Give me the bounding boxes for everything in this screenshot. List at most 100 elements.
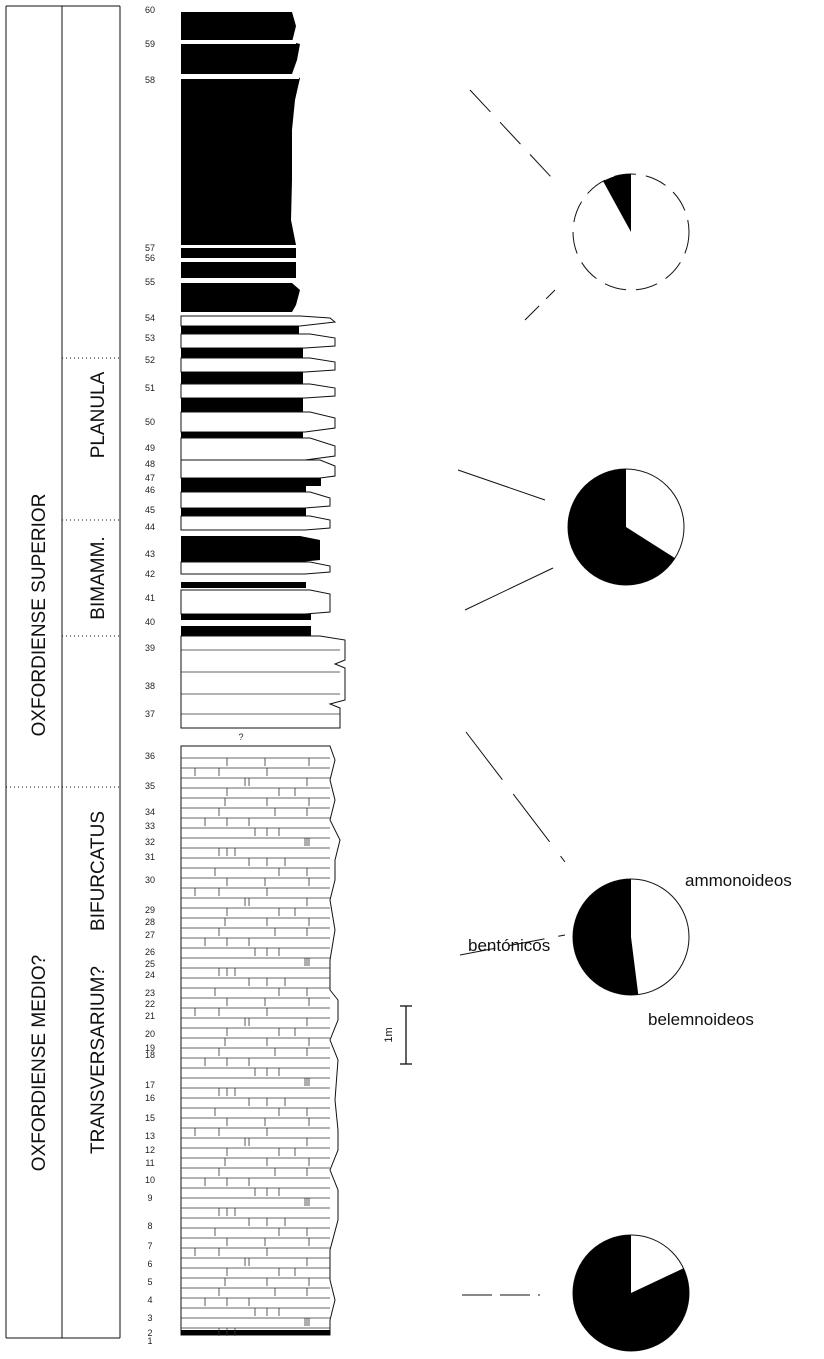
scale-bar-label: 1m (383, 1027, 395, 1042)
marl-bed (181, 626, 311, 636)
uncertain-mark: ? (238, 732, 243, 742)
pie-1-black-slice (603, 174, 631, 232)
base-bed (181, 1330, 330, 1335)
bed-number: 13 (145, 1131, 155, 1141)
bed-number: 45 (145, 505, 155, 515)
bedded-limestone (180, 745, 341, 1336)
marl-bed (181, 582, 306, 588)
limestone-bed (180, 437, 336, 461)
bed-number: 38 (145, 681, 155, 691)
thin-limestone-band (181, 74, 299, 79)
bed-number: 54 (145, 313, 155, 323)
marl-bed (181, 398, 303, 412)
bed-number: 50 (145, 417, 155, 427)
marl-bed (181, 486, 306, 492)
bed-number: 26 (145, 947, 155, 957)
pie-3-black-slice (573, 879, 639, 995)
bed-number: 17 (145, 1080, 155, 1090)
bed-number: 58 (145, 75, 155, 85)
bed-number: 57 (145, 243, 155, 253)
stage-middle-label: OXFORDIENSE MEDIO? (29, 955, 50, 1171)
bed-number: 10 (145, 1175, 155, 1185)
bed-number: 2 (147, 1328, 152, 1338)
bed-number: 4 (147, 1295, 152, 1305)
massive-limestone (180, 635, 346, 729)
zone-transversarium-label: TRANSVERSARIUM? (88, 966, 109, 1154)
bed-number-column: 6059585756555453525150494847464544434241… (145, 5, 155, 1346)
limestone-bed (180, 515, 331, 531)
bed-number: 60 (145, 5, 155, 15)
limestone-bed (180, 459, 336, 479)
bed-number: 27 (145, 930, 155, 940)
bed-number: 23 (145, 988, 155, 998)
marl-bed (181, 372, 303, 384)
bed-number: 31 (145, 852, 155, 862)
bed-number: 25 (145, 959, 155, 969)
marl-bed (181, 508, 306, 516)
bed-number: 28 (145, 917, 155, 927)
lithologic-column (180, 12, 346, 1336)
bed-number: 35 (145, 781, 155, 791)
bed-number: 49 (145, 443, 155, 453)
bed-number: 19 (145, 1043, 155, 1053)
limestone-bed (180, 411, 336, 433)
stage-upper-label: OXFORDIENSE SUPERIOR (29, 494, 50, 737)
bed-number: 37 (145, 709, 155, 719)
bed-number: 53 (145, 333, 155, 343)
limestone-bed (180, 589, 331, 615)
bed-number: 55 (145, 277, 155, 287)
bed-number: 12 (145, 1145, 155, 1155)
marl-bed-upper (181, 12, 300, 245)
bed-number: 34 (145, 807, 155, 817)
pie-charts (567, 173, 690, 1352)
bed-number: 1 (147, 1336, 152, 1346)
legend-ammonoideos: ammonoideos (685, 871, 792, 890)
marl-bed (181, 536, 320, 562)
stage-zone-frame (5, 5, 121, 1339)
limestone-bed (180, 561, 331, 575)
bed-number: 47 (145, 473, 155, 483)
pie-4-black-slice (573, 1235, 690, 1351)
bed-number: 40 (145, 617, 155, 627)
zone-planula-label: PLANULA (88, 371, 109, 458)
marl-bed (181, 432, 303, 438)
legend-belemnoideos: belemnoideos (648, 1010, 754, 1029)
limestone-bed (180, 357, 336, 373)
marl-bed (181, 262, 296, 278)
bed-number: 51 (145, 383, 155, 393)
bed-number: 42 (145, 569, 155, 579)
bed-number: 6 (147, 1259, 152, 1269)
bed-number: 32 (145, 837, 155, 847)
bed-number: 41 (145, 593, 155, 603)
pie-2-black-slice (568, 469, 675, 585)
bed-number: 21 (145, 1011, 155, 1021)
bed-number: 36 (145, 751, 155, 761)
bed-number: 43 (145, 549, 155, 559)
limestone-bed (180, 315, 337, 327)
bed-number: 46 (145, 485, 155, 495)
connector-lines (457, 89, 566, 1296)
bed-number: 22 (145, 999, 155, 1009)
marl-bed (181, 614, 311, 620)
limestone-bed (180, 383, 336, 399)
bed-number: 7 (147, 1241, 152, 1251)
bed-number: 11 (145, 1158, 154, 1168)
bed-number: 3 (147, 1313, 152, 1323)
zone-bifurcatus-label: BIFURCATUS (88, 811, 109, 931)
bed-number: 29 (145, 905, 155, 915)
zone-bimammatum-label: BIMAMM. (88, 536, 109, 619)
nodular-bed (181, 478, 321, 486)
legend-bentonicos: bentónicos (468, 936, 551, 955)
bed-number: 33 (145, 821, 155, 831)
bed-number: 20 (145, 1029, 155, 1039)
marl-bed (181, 326, 299, 334)
bed-number: 16 (145, 1093, 155, 1103)
bed-number: 52 (145, 355, 155, 365)
bed-number: 9 (147, 1193, 152, 1203)
bed-number: 30 (145, 875, 155, 885)
marl-bed (181, 348, 303, 358)
bed-number: 8 (147, 1221, 152, 1231)
bed-number: 59 (145, 39, 155, 49)
bed-number: 5 (147, 1277, 152, 1287)
